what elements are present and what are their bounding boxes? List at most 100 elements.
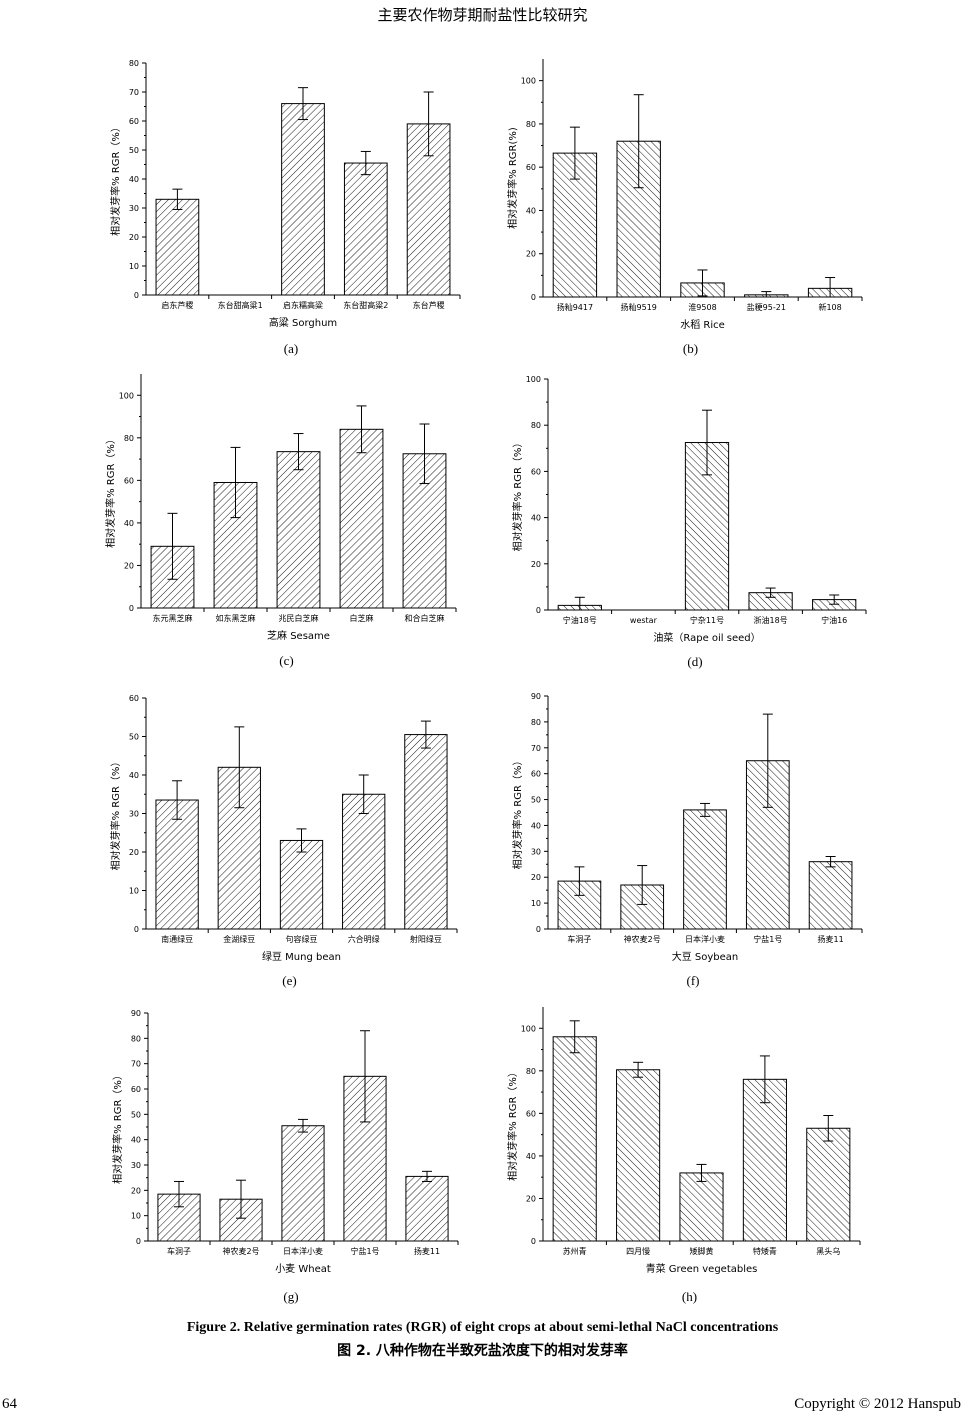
y-tick-label: 0 bbox=[134, 291, 139, 300]
y-tick-label: 60 bbox=[129, 694, 139, 703]
y-tick-label: 30 bbox=[129, 204, 139, 213]
y-tick-label: 100 bbox=[119, 391, 134, 400]
x-axis-title: 芝麻 Sesame bbox=[267, 629, 330, 642]
bar bbox=[343, 162, 388, 296]
y-tick-label: 70 bbox=[531, 744, 541, 753]
y-tick-label: 20 bbox=[124, 561, 134, 570]
x-axis-title: 青菜 Green vegetables bbox=[646, 1262, 758, 1275]
y-tick-label: 10 bbox=[129, 887, 139, 896]
bar bbox=[616, 1069, 661, 1242]
category-label: 启东糯高粱 bbox=[283, 300, 323, 310]
chart-panel-b: 0 20 40 60 80 100 扬籼9417 扬籼9519 淮9508 盐粳95-21 新108… bbox=[506, 59, 863, 356]
y-axis-title: 相对发芽率% RGR（%） bbox=[104, 434, 117, 548]
chart-panel-g: 0 10 20 30 40 50 60 70 80 90 车洞子 神农麦2号 日本洋小麦 宁盐1号 扬麦11… bbox=[111, 1009, 459, 1304]
y-tick-label: 60 bbox=[526, 1109, 536, 1118]
y-tick-label: 10 bbox=[531, 899, 541, 908]
y-tick-label: 40 bbox=[526, 1152, 536, 1161]
y-tick-label: 20 bbox=[131, 1186, 141, 1195]
y-axis-title: 相对发芽率% RGR（%） bbox=[511, 756, 524, 870]
bar bbox=[342, 793, 386, 930]
category-label: 浙油18号 bbox=[754, 615, 788, 625]
category-label: 射阳绿豆 bbox=[410, 934, 442, 944]
chart-panel-a: 0 10 20 30 40 50 60 70 80 启东芦稷 东台甜高粱1 启东糯高粱 东台甜高粱2 东台… bbox=[109, 59, 461, 356]
category-label: 东台甜高粱1 bbox=[218, 300, 263, 310]
category-label: 宁油18号 bbox=[563, 615, 597, 625]
page-number: 64 bbox=[2, 1396, 17, 1412]
y-axis-title: 相对发芽率% RGR(%) bbox=[506, 127, 519, 229]
category-label: 扬麦11 bbox=[414, 1246, 440, 1256]
chart-panel-d: 0 20 40 60 80 100 宁油18号 westar 宁杂11号 浙油18号 宁油16 油菜（… bbox=[511, 375, 867, 669]
bar bbox=[406, 123, 451, 296]
category-label: 扬麦11 bbox=[818, 934, 844, 944]
category-label: 宁油16 bbox=[821, 615, 847, 625]
bar bbox=[219, 1198, 263, 1242]
y-tick-label: 80 bbox=[526, 120, 536, 129]
category-label: 宁盐1号 bbox=[350, 1246, 379, 1256]
y-tick-label: 60 bbox=[526, 163, 536, 172]
y-tick-label: 100 bbox=[521, 77, 536, 86]
y-tick-label: 20 bbox=[531, 560, 541, 569]
y-tick-label: 80 bbox=[124, 434, 134, 443]
y-tick-label: 10 bbox=[129, 262, 139, 271]
category-label: 盐粳95-21 bbox=[747, 302, 786, 312]
y-tick-label: 40 bbox=[129, 771, 139, 780]
bar bbox=[808, 861, 853, 930]
category-label: 苏州青 bbox=[563, 1246, 587, 1256]
bar bbox=[276, 451, 321, 609]
y-tick-label: 100 bbox=[526, 375, 541, 384]
category-label: 和合白芝麻 bbox=[405, 613, 445, 623]
y-tick-label: 50 bbox=[129, 733, 139, 742]
y-tick-label: 80 bbox=[526, 1067, 536, 1076]
panel-label-h: (h) bbox=[682, 1289, 697, 1304]
y-tick-label: 10 bbox=[131, 1212, 141, 1221]
category-label: 特矮青 bbox=[753, 1246, 777, 1256]
category-label: 南通绿豆 bbox=[161, 934, 193, 944]
y-tick-label: 0 bbox=[531, 1237, 536, 1246]
x-axis-title: 绿豆 Mung bean bbox=[262, 950, 341, 963]
y-tick-label: 20 bbox=[526, 1194, 536, 1203]
y-tick-label: 40 bbox=[526, 206, 536, 215]
y-axis-title: 相对发芽率% RGR（%） bbox=[111, 1070, 124, 1184]
y-tick-label: 30 bbox=[129, 810, 139, 819]
y-tick-label: 20 bbox=[526, 250, 536, 259]
panel-label-a: (a) bbox=[284, 341, 298, 356]
category-label: 车洞子 bbox=[567, 934, 591, 944]
y-tick-label: 20 bbox=[129, 233, 139, 242]
category-label: 扬籼9417 bbox=[557, 302, 593, 312]
y-tick-label: 40 bbox=[531, 514, 541, 523]
y-tick-label: 60 bbox=[129, 117, 139, 126]
copyright-notice: Copyright © 2012 Hanspub bbox=[794, 1396, 961, 1412]
y-tick-label: 0 bbox=[134, 925, 139, 934]
category-label: 句容绿豆 bbox=[286, 934, 318, 944]
y-tick-label: 40 bbox=[531, 821, 541, 830]
y-tick-label: 20 bbox=[531, 873, 541, 882]
y-tick-label: 0 bbox=[531, 293, 536, 302]
y-tick-label: 60 bbox=[131, 1085, 141, 1094]
y-tick-label: 40 bbox=[129, 175, 139, 184]
category-label: 启东芦稷 bbox=[161, 300, 193, 310]
panel-label-e: (e) bbox=[282, 973, 296, 988]
category-label: 矮脚黄 bbox=[690, 1246, 714, 1256]
panel-label-f: (f) bbox=[687, 973, 700, 988]
y-axis-title: 相对发芽率% RGR（%） bbox=[109, 757, 122, 871]
panel-label-c: (c) bbox=[279, 653, 293, 668]
y-axis-title: 相对发芽率% RGR（%） bbox=[506, 1067, 519, 1181]
category-label: 东元黑芝麻 bbox=[153, 613, 193, 623]
y-tick-label: 60 bbox=[124, 476, 134, 485]
category-label: 宁盐1号 bbox=[753, 934, 782, 944]
y-tick-label: 80 bbox=[531, 718, 541, 727]
y-axis-title: 相对发芽率% RGR（%） bbox=[109, 122, 122, 236]
category-label: 白芝麻 bbox=[350, 613, 374, 623]
y-tick-label: 60 bbox=[531, 467, 541, 476]
y-tick-label: 0 bbox=[536, 925, 541, 934]
category-label: 兆民白芝麻 bbox=[279, 613, 319, 623]
y-tick-label: 60 bbox=[531, 770, 541, 779]
y-tick-label: 30 bbox=[131, 1161, 141, 1170]
category-label: 金湖绿豆 bbox=[223, 934, 255, 944]
x-axis-title: 油菜（Rape oil seed） bbox=[653, 631, 760, 644]
y-tick-label: 100 bbox=[521, 1024, 536, 1033]
chart-panel-f: 0 10 20 30 40 50 60 70 80 90 车洞子 神农麦2号 日本洋小麦 宁盐1号 扬麦11… bbox=[511, 692, 863, 988]
y-tick-label: 90 bbox=[131, 1009, 141, 1018]
